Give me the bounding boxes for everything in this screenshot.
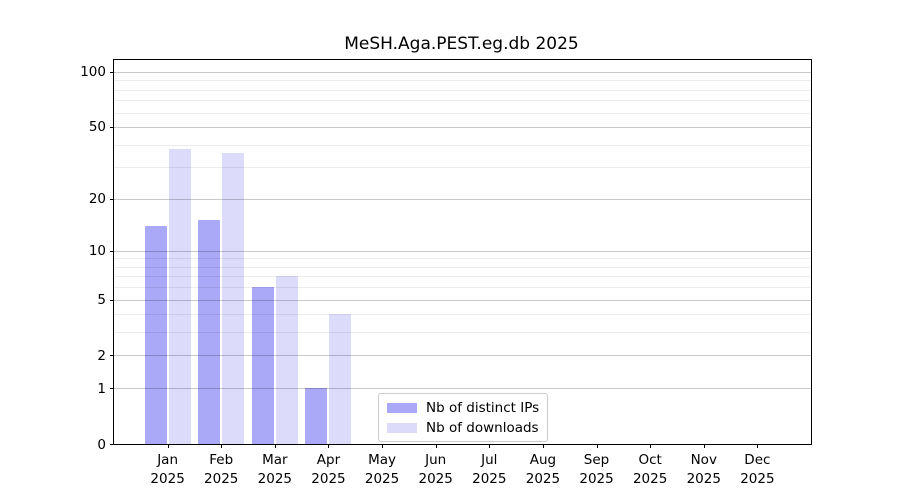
minor-gridline-y6 [114, 287, 811, 289]
x-tick-jul [489, 444, 491, 448]
chart-title: MeSH.Aga.PEST.eg.db 2025 [344, 34, 579, 54]
x-tick-apr [328, 444, 330, 448]
x-tick-jun [435, 444, 437, 448]
y-tick-label-1: 1 [97, 380, 106, 397]
x-tick-label-jan: Jan 2025 [150, 452, 185, 487]
legend-item-downloads: Nb of downloads [387, 418, 539, 437]
x-tick-label-nov: Nov 2025 [686, 452, 721, 487]
x-tick-may [382, 444, 384, 448]
bar-downloads-mar [275, 276, 298, 444]
x-tick-label-oct: Oct 2025 [632, 452, 668, 487]
y-tick-2 [110, 355, 114, 357]
bar-downloads-feb [222, 152, 245, 444]
bar-downloads-jan [168, 148, 191, 444]
y-tick-1 [110, 388, 114, 390]
y-tick-label-20: 20 [88, 191, 106, 207]
minor-gridline-y8 [114, 266, 811, 268]
minor-gridline-y3 [114, 332, 811, 334]
y-tick-label-50: 50 [88, 119, 106, 136]
minor-gridline-y30 [114, 167, 811, 169]
legend-swatch-distinct-ips-icon [387, 402, 417, 413]
bar-downloads-apr [329, 314, 352, 444]
minor-gridline-y90 [114, 80, 811, 82]
x-tick-label-aug: Aug 2025 [525, 452, 561, 487]
x-tick-nov [703, 444, 705, 448]
y-tick-20 [110, 198, 114, 200]
bar-distinct-ips-jan [144, 225, 167, 444]
minor-gridline-y70 [114, 100, 811, 102]
y-tick-label-5: 5 [97, 292, 106, 309]
y-tick-label-0: 0 [97, 436, 106, 453]
major-gridline-y100 [114, 71, 811, 73]
minor-gridline-y7 [114, 276, 811, 278]
minor-gridline-y80 [114, 89, 811, 91]
x-tick-label-mar: Mar 2025 [257, 452, 293, 487]
axis-ticks-layer: 0 1 2 5 10 20 50 100 Jan 2025 Feb 2025 Mar 2025 Apr… [80, 60, 811, 487]
x-tick-label-apr: Apr 2025 [311, 452, 346, 487]
legend-label-downloads: Nb of downloads [426, 419, 539, 436]
y-tick-label-2: 2 [97, 347, 106, 364]
x-tick-label-dec: Dec 2025 [740, 452, 775, 487]
major-gridline-y2 [114, 355, 811, 357]
minor-gridline-y9 [114, 258, 811, 260]
y-tick-0 [110, 444, 114, 445]
x-tick-label-may: May 2025 [364, 452, 400, 487]
x-tick-label-jun: Jun 2025 [418, 452, 453, 487]
x-tick-sep [596, 444, 598, 448]
x-tick-mar [274, 444, 276, 448]
bar-distinct-ips-apr [305, 388, 328, 444]
gridlines-layer [114, 60, 811, 444]
x-tick-aug [542, 444, 544, 448]
y-tick-10 [110, 250, 114, 252]
legend-item-distinct-ips: Nb of distinct IPs [387, 398, 539, 417]
major-gridline-y5 [114, 299, 811, 301]
minor-gridline-y60 [114, 112, 811, 114]
bars-layer [114, 60, 811, 444]
major-gridline-y10 [114, 250, 811, 252]
legend-swatch-downloads-icon [387, 422, 417, 433]
x-tick-label-jul: Jul 2025 [472, 452, 507, 487]
x-tick-dec [757, 444, 759, 448]
y-tick-label-10: 10 [88, 243, 106, 260]
x-tick-feb [221, 444, 223, 448]
x-tick-oct [650, 444, 652, 448]
minor-gridline-y40 [114, 144, 811, 146]
x-tick-jan [167, 444, 169, 448]
y-tick-100 [110, 71, 114, 73]
plot-area: 0 1 2 5 10 20 50 100 Jan 2025 Feb 2025 Mar 2025 Apr… [80, 59, 812, 487]
x-tick-label-sep: Sep 2025 [579, 452, 614, 487]
bar-distinct-ips-feb [198, 220, 221, 444]
x-tick-label-feb: Feb 2025 [204, 452, 239, 487]
y-tick-50 [110, 126, 114, 128]
major-gridline-y20 [114, 198, 811, 200]
y-tick-5 [110, 299, 114, 301]
y-tick-label-100: 100 [80, 64, 106, 81]
major-gridline-y50 [114, 126, 811, 128]
chart-legend: Nb of distinct IPs Nb of downloads [378, 393, 549, 442]
major-gridline-y1 [114, 388, 811, 390]
minor-gridline-y4 [114, 314, 811, 316]
legend-label-distinct-ips: Nb of distinct IPs [426, 399, 540, 416]
bar-distinct-ips-mar [251, 287, 274, 444]
